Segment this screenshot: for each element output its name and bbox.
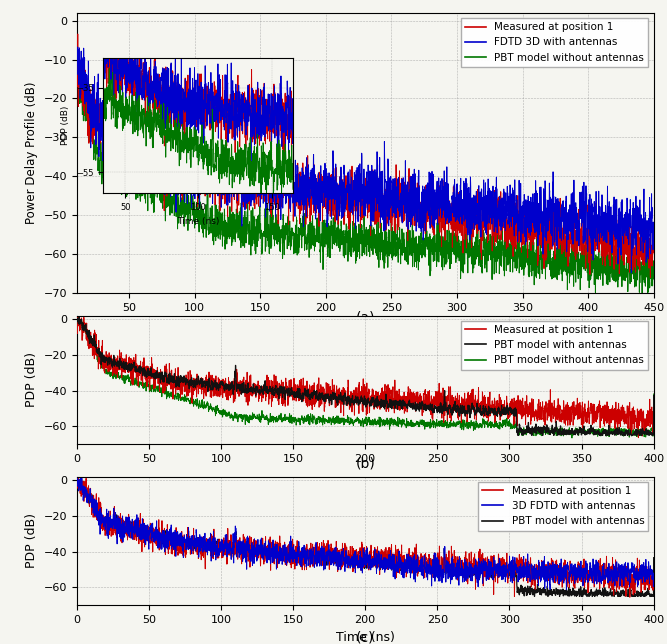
Text: (b): (b): [356, 457, 375, 471]
Y-axis label: Power Delay Profile (dB): Power Delay Profile (dB): [25, 82, 38, 224]
Legend: Measured at position 1, PBT model with antennas, PBT model without antennas: Measured at position 1, PBT model with a…: [461, 321, 648, 370]
Y-axis label: PDP (dB): PDP (dB): [25, 513, 38, 569]
Y-axis label: PDP (dB): PDP (dB): [61, 106, 71, 146]
Y-axis label: PDP (dB): PDP (dB): [25, 352, 38, 408]
X-axis label: Time (ns): Time (ns): [177, 218, 219, 227]
X-axis label: Time (ns): Time (ns): [336, 630, 395, 643]
Legend: Measured at position 1, 3D FDTD with antennas, PBT model with antennas: Measured at position 1, 3D FDTD with ant…: [478, 482, 648, 531]
X-axis label: Time (ns): Time (ns): [336, 318, 395, 331]
Legend: Measured at position 1, FDTD 3D with antennas, PBT model without antennas: Measured at position 1, FDTD 3D with ant…: [461, 18, 648, 67]
Text: (c): (c): [356, 630, 374, 644]
Text: (a): (a): [356, 310, 375, 324]
